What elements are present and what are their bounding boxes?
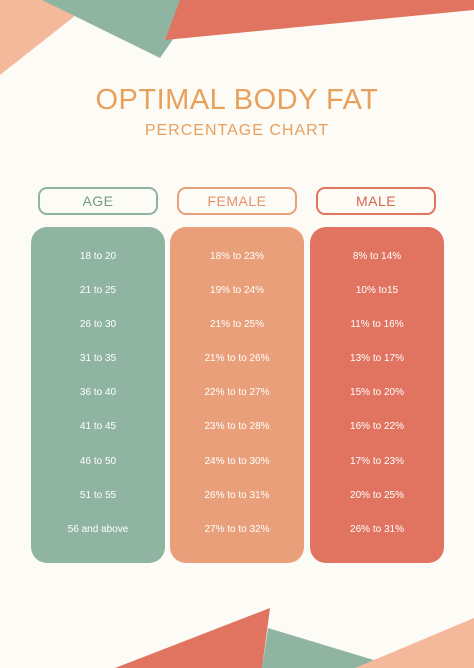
female-cell-2: 19% to 24% xyxy=(210,285,264,296)
age-cell-5: 36 to 40 xyxy=(79,387,117,398)
age-cell-8: 51 to 55 xyxy=(79,490,117,501)
age-cell-6: 41 to 45 xyxy=(79,421,117,432)
age-cell-3: 26 to 30 xyxy=(79,319,117,330)
male-cell-8: 20% to 25% xyxy=(350,490,404,501)
male-cell-9: 26% to 31% xyxy=(350,524,404,535)
top-right-coral-shape xyxy=(165,0,474,40)
male-cell-5: 15% to 20% xyxy=(350,387,404,398)
header-female: FEMALE xyxy=(177,187,297,215)
bottom-coral-shape xyxy=(115,608,270,668)
top-left-light-peach-shape xyxy=(0,0,95,75)
male-cell-4: 13% to 17% xyxy=(350,353,404,364)
male-cell-6: 16% to 22% xyxy=(350,421,404,432)
male-cell-7: 17% to 23% xyxy=(350,456,404,467)
female-cell-6: 23% to to 28% xyxy=(204,421,270,432)
page-title: OPTIMAL BODY FAT xyxy=(95,84,379,116)
female-cell-5: 22% to to 27% xyxy=(204,387,270,398)
age-cell-2: 21 to 25 xyxy=(79,285,117,296)
age-cell-9: 56 and above xyxy=(67,524,129,535)
age-cell-4: 31 to 35 xyxy=(79,353,117,364)
female-column: 18% to 23% 19% to 24% 21% to 25% 21% to … xyxy=(170,227,304,563)
top-teal-shape xyxy=(42,0,200,58)
male-column: 8% to 14% 10% to15 11% to 16% 13% to 17%… xyxy=(310,227,444,563)
page-subtitle: PERCENTAGE CHART xyxy=(144,122,330,139)
male-cell-3: 11% to 16% xyxy=(350,319,404,330)
female-cell-9: 27% to to 32% xyxy=(204,524,270,535)
female-cell-1: 18% to 23% xyxy=(210,251,264,262)
female-cell-4: 21% to to 26% xyxy=(204,353,270,364)
female-cell-3: 21% to 25% xyxy=(210,319,264,330)
male-cell-2: 10% to15 xyxy=(355,285,399,296)
female-cell-7: 24% to to 30% xyxy=(204,456,270,467)
header-male: MALE xyxy=(316,187,436,215)
bottom-teal-shape xyxy=(262,628,400,668)
age-cell-1: 18 to 20 xyxy=(79,251,117,262)
header-age: AGE xyxy=(38,187,158,215)
age-cell-7: 46 to 50 xyxy=(79,456,117,467)
male-cell-1: 8% to 14% xyxy=(352,251,402,262)
age-column: 18 to 20 21 to 25 26 to 30 31 to 35 36 t… xyxy=(31,227,165,563)
bottom-right-light-peach-shape xyxy=(355,618,474,668)
female-cell-8: 26% to to 31% xyxy=(204,490,270,501)
